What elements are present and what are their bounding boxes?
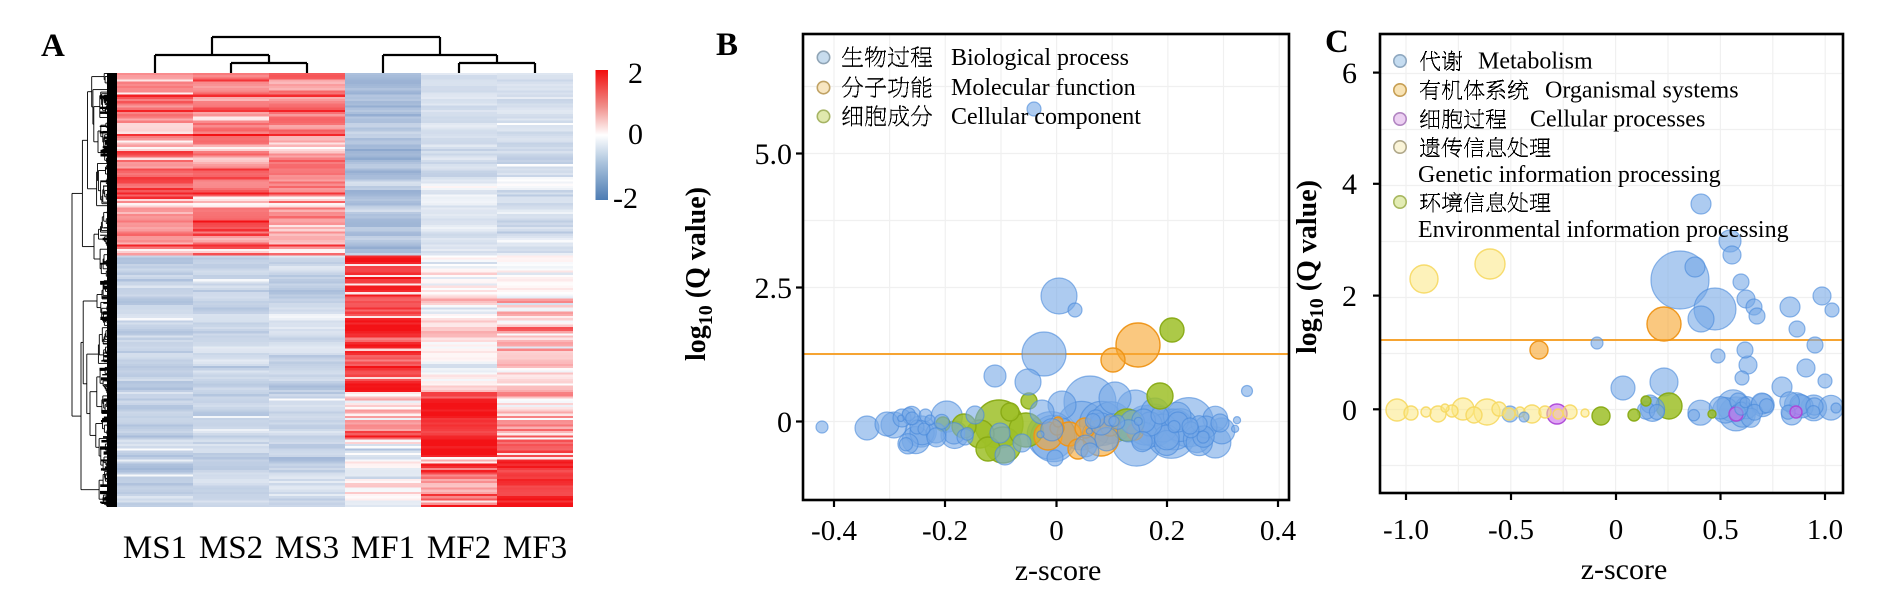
svg-text:z-score: z-score [1581,553,1668,586]
svg-text:0.4: 0.4 [1260,515,1297,547]
svg-text:B: B [716,27,738,63]
svg-text:0: 0 [1049,515,1064,547]
svg-text:log10 (Q value): log10 (Q value) [1292,180,1328,354]
svg-text:log10 (Q value): log10 (Q value) [681,187,717,361]
svg-text:0: 0 [777,406,792,439]
svg-text:-0.4: -0.4 [811,515,857,547]
svg-text:2: 2 [1342,280,1357,313]
svg-text:-0.2: -0.2 [922,515,968,547]
svg-text:5.0: 5.0 [755,138,793,171]
svg-text:2.5: 2.5 [755,272,793,305]
svg-text:0.5: 0.5 [1702,514,1738,546]
svg-text:0.2: 0.2 [1149,515,1185,547]
svg-text:A: A [41,28,65,64]
svg-text:-1.0: -1.0 [1383,514,1429,546]
svg-text:Cellular component: Cellular component [951,104,1141,130]
svg-text:Cellular processes: Cellular processes [1530,107,1705,133]
svg-text:0: 0 [1609,514,1624,546]
svg-text:0: 0 [1342,394,1357,427]
svg-text:6: 6 [1342,57,1357,90]
svg-text:2: 2 [628,57,643,90]
svg-text:Organismal systems: Organismal systems [1545,78,1739,104]
svg-text:Genetic information processing: Genetic information processing [1418,162,1721,188]
svg-text:C: C [1325,24,1349,60]
svg-text:-0.5: -0.5 [1488,514,1534,546]
svg-text:1.0: 1.0 [1807,514,1843,546]
svg-text:4: 4 [1342,168,1357,201]
svg-text:MS3: MS3 [275,530,339,566]
svg-text:0: 0 [628,118,643,151]
svg-text:Environmental information proc: Environmental information processing [1418,217,1789,243]
svg-text:Molecular function: Molecular function [951,75,1136,101]
svg-text:-2: -2 [613,182,638,215]
svg-text:MS2: MS2 [199,530,263,566]
svg-text:MF3: MF3 [503,530,567,566]
svg-text:MS1: MS1 [123,530,187,566]
svg-text:MF1: MF1 [351,530,415,566]
svg-text:z-score: z-score [1015,554,1102,587]
svg-text:Metabolism: Metabolism [1478,49,1593,75]
svg-text:Biological process: Biological process [951,45,1129,71]
svg-text:MF2: MF2 [427,530,491,566]
